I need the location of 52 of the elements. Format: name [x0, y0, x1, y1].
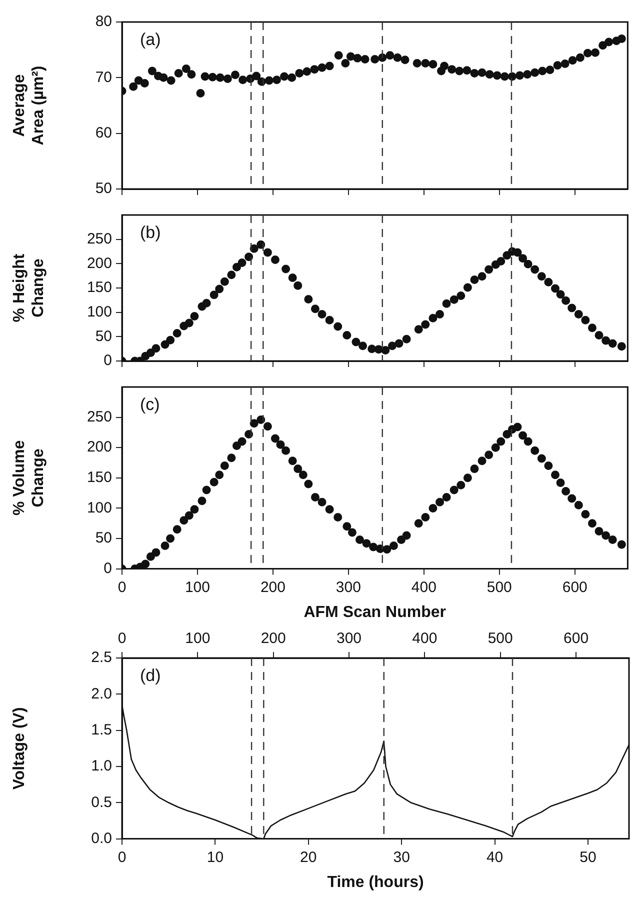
x-tick-label: 0	[118, 848, 126, 866]
y-axis-title: Average Area (µm²)	[11, 66, 48, 146]
x-tick-label: 600	[562, 578, 588, 596]
x-tick-label: 10	[206, 848, 224, 866]
annotation: (b)	[140, 223, 161, 242]
y-tick-label: 150	[86, 469, 112, 486]
y-tick-label: 70	[95, 68, 112, 86]
x2-tick-label: 500	[488, 630, 513, 648]
y-tick-label: 60	[95, 124, 112, 142]
x-tick-label: 0	[118, 578, 126, 596]
x-tick-label: 200	[260, 578, 286, 596]
y-tick-label: 0	[104, 352, 112, 370]
y-tick-label: 150	[86, 279, 112, 296]
y-tick-label: 2.5	[91, 649, 112, 666]
y-tick-label: 0.0	[91, 830, 112, 847]
y-tick-label: 1.0	[91, 758, 112, 775]
x-tick-label: 400	[411, 578, 436, 596]
y-tick-label: 0.5	[91, 794, 112, 811]
y-tick-label: 250	[86, 230, 112, 248]
x-tick-label: 30	[393, 848, 410, 866]
x-tick-label: 50	[580, 848, 596, 866]
x2-tick-label: 300	[336, 630, 362, 648]
x-tick-label: 100	[184, 578, 210, 596]
y-tick-label: 200	[86, 438, 112, 456]
x-tick-label: 300	[336, 578, 361, 596]
x2-tick-label: 600	[564, 630, 589, 648]
y-tick-label: 100	[86, 499, 112, 516]
y-tick-label: 100	[86, 303, 112, 320]
x2-tick-label: 200	[260, 630, 286, 648]
y-tick-label: 0	[104, 560, 112, 577]
annotation: (d)	[140, 666, 161, 686]
y-tick-label: 50	[95, 328, 112, 345]
y-axis-title: % Volume Change	[11, 440, 48, 516]
y-tick-label: 2.0	[91, 685, 112, 702]
y-tick-label: 200	[86, 254, 112, 272]
x2-tick-label: 400	[412, 630, 438, 648]
annotation: (a)	[140, 30, 161, 50]
y-axis-title: % Height Change	[11, 253, 48, 322]
y-axis-title: Voltage (V)	[11, 707, 28, 790]
x-tick-label: 500	[486, 578, 512, 596]
x2-tick-label: 0	[118, 630, 126, 648]
y-tick-label: 1.5	[91, 721, 112, 738]
x-tick-label: 40	[486, 848, 504, 866]
x2-tick-label: 100	[185, 630, 210, 648]
y-tick-label: 250	[86, 408, 112, 426]
x-axis-title: AFM Scan Number	[304, 604, 446, 621]
y-tick-label: 50	[95, 180, 112, 198]
y-tick-label: 80	[95, 13, 112, 30]
x-tick-label: 20	[300, 848, 317, 866]
annotation: (c)	[140, 395, 160, 414]
y-tick-label: 50	[95, 530, 112, 547]
x-axis-title: Time (hours)	[327, 874, 424, 891]
